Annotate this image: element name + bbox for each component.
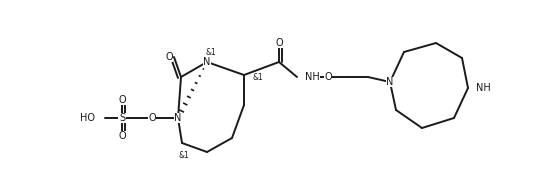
Text: &1: &1: [206, 47, 217, 56]
Text: O: O: [118, 95, 126, 105]
Text: NH: NH: [305, 72, 320, 82]
Text: N: N: [174, 113, 182, 123]
Text: HO: HO: [80, 113, 95, 123]
Text: S: S: [119, 113, 125, 123]
Text: O: O: [324, 72, 332, 82]
Text: &1: &1: [252, 73, 263, 82]
Text: O: O: [165, 52, 173, 62]
Text: N: N: [203, 57, 210, 67]
Text: O: O: [118, 131, 126, 141]
Text: N: N: [386, 77, 393, 87]
Text: O: O: [275, 38, 283, 48]
Text: O: O: [148, 113, 156, 123]
Text: NH: NH: [476, 83, 491, 93]
Text: &1: &1: [179, 151, 190, 160]
